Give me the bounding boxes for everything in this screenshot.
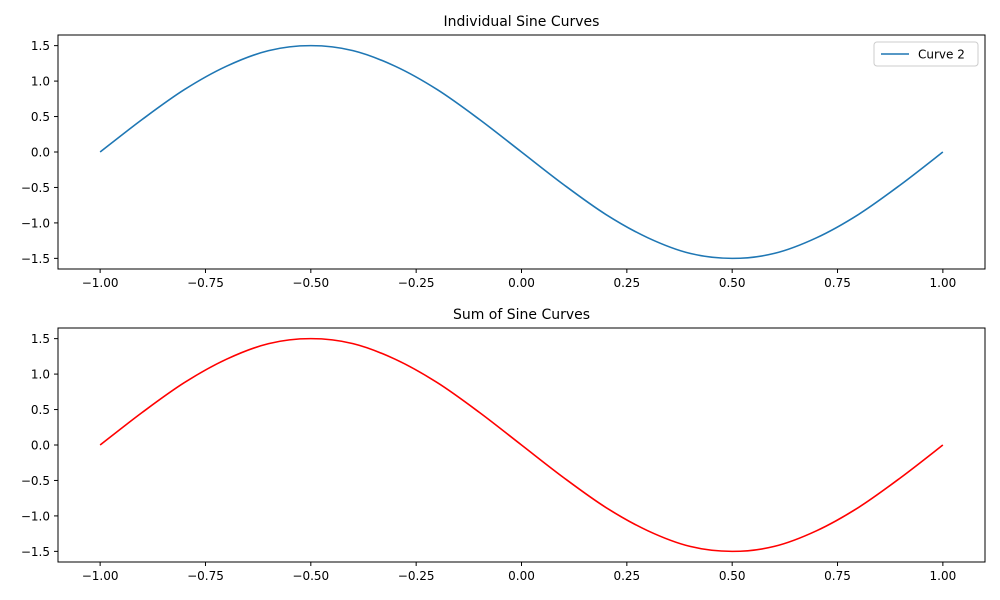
- x-tick-label: −1.00: [82, 276, 119, 290]
- x-tick-label: 0.50: [719, 276, 746, 290]
- axis-ticks: −1.00 −0.75 −0.50 −0.25 0.00 0.25 0.50 0.75 1.00…: [21, 332, 956, 583]
- x-tick-label: 0.75: [824, 276, 851, 290]
- axis-ticks: −1.00 −0.75 −0.50 −0.25 0.00 0.25 0.50 0.75 1.00…: [21, 39, 956, 290]
- legend-label-curve-2: Curve 2: [918, 48, 965, 62]
- y-tick-label: −0.5: [21, 181, 50, 195]
- y-tick-label: 0.5: [31, 403, 50, 417]
- y-tick-label: 0.0: [31, 146, 50, 160]
- x-tick-label: −0.50: [292, 569, 329, 583]
- x-tick-label: 1.00: [930, 569, 957, 583]
- plot-lines: [99, 44, 944, 260]
- series-line-1-0: [99, 337, 944, 553]
- x-tick-label: 0.25: [613, 569, 640, 583]
- axes-frame: [57, 327, 986, 563]
- y-tick-label: −1.0: [21, 216, 50, 230]
- legend: Curve 2: [873, 41, 979, 67]
- y-tick-label: −1.5: [21, 545, 50, 559]
- y-tick-label: 0.0: [31, 439, 50, 453]
- y-tick-label: −0.5: [21, 474, 50, 488]
- x-tick-label: 0.00: [508, 276, 535, 290]
- x-tick-label: −0.75: [187, 569, 224, 583]
- x-tick-label: −1.00: [82, 569, 119, 583]
- x-tick-label: −0.75: [187, 276, 224, 290]
- y-tick-label: −1.0: [21, 509, 50, 523]
- x-tick-label: 1.00: [930, 276, 957, 290]
- x-tick-label: 0.50: [719, 569, 746, 583]
- x-tick-label: −0.50: [292, 276, 329, 290]
- subplot-sum-of-sine-curves: Sum of Sine Curves −1.00 −0.75 −0.50 −0.25 0…: [21, 307, 986, 583]
- series-line-0-0: [99, 44, 944, 260]
- x-tick-label: 0.00: [508, 569, 535, 583]
- y-tick-label: 1.0: [31, 75, 50, 89]
- y-tick-label: 1.5: [31, 39, 50, 53]
- x-tick-label: 0.25: [613, 276, 640, 290]
- axes-frame: [57, 34, 986, 270]
- chart-title: Sum of Sine Curves: [453, 307, 590, 323]
- y-tick-label: 1.0: [31, 368, 50, 382]
- y-tick-label: 1.5: [31, 332, 50, 346]
- x-tick-label: 0.75: [824, 569, 851, 583]
- x-tick-label: −0.25: [398, 569, 435, 583]
- y-tick-label: −1.5: [21, 252, 50, 266]
- y-tick-label: 0.5: [31, 110, 50, 124]
- chart-title: Individual Sine Curves: [444, 14, 600, 30]
- legend-box: [873, 41, 979, 67]
- subplot-individual-sine-curves: Individual Sine Curves −1.00 −0.75 −0.50 −0…: [21, 14, 986, 290]
- plot-lines: [99, 337, 944, 553]
- x-tick-label: −0.25: [398, 276, 435, 290]
